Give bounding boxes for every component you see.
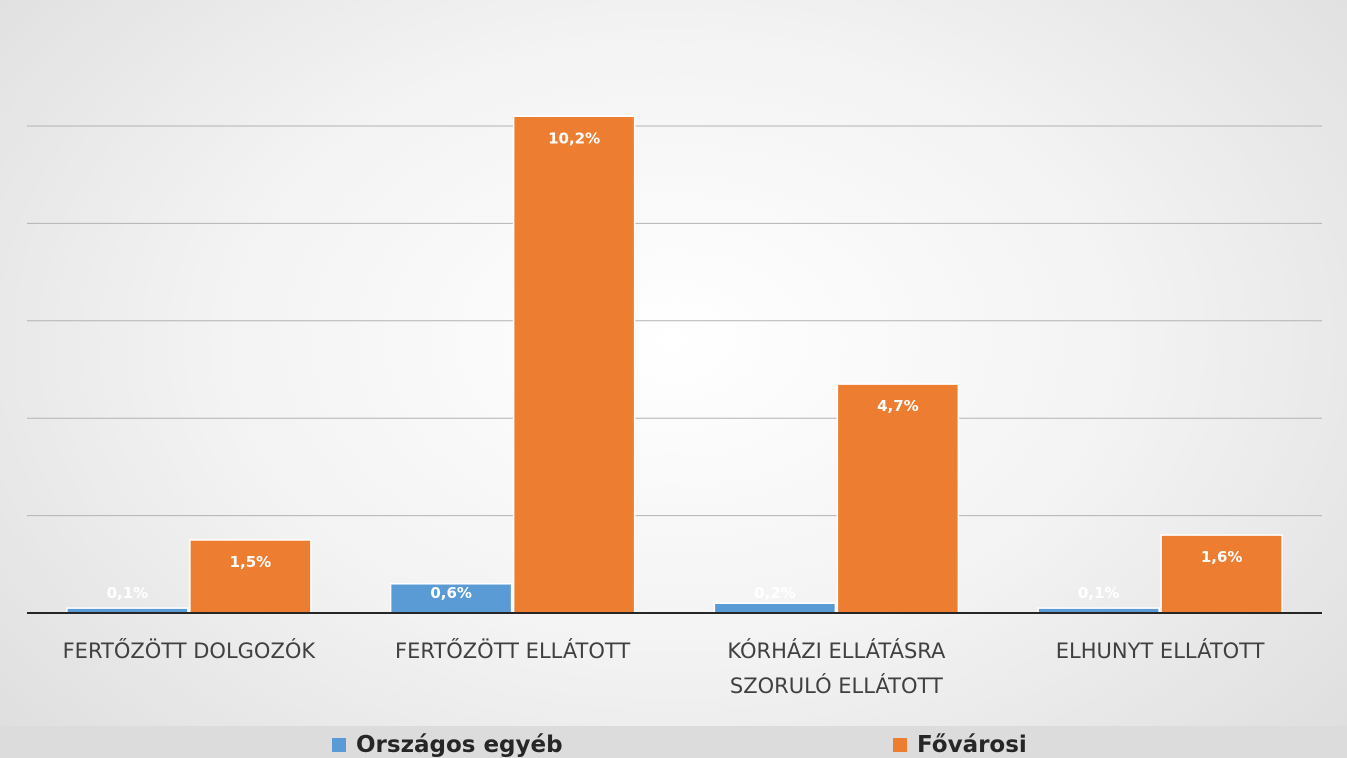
bar-chart: 0,1% 1,5% 0,6% 10,2% 0,2% 4,7% 0,1% 1,6% FERTŐZ… — [27, 115, 1322, 698]
data-label: 0,1% — [107, 584, 149, 602]
category-label: KÓRHÁZI ELLÁTÁSRA — [727, 638, 946, 663]
legend-item-fovarosi: Fővárosi — [893, 732, 1027, 758]
bar — [836, 383, 960, 614]
legend-item-orszagos: Országos egyéb — [332, 732, 563, 758]
bar — [512, 115, 636, 614]
bar — [1160, 534, 1283, 614]
legend-label: Fővárosi — [917, 732, 1027, 758]
legend-label: Országos egyéb — [356, 732, 563, 758]
legend-swatch-orange — [893, 738, 907, 752]
data-label: 10,2% — [548, 129, 600, 147]
bar — [389, 583, 513, 614]
category-label: FERTŐZÖTT DOLGOZÓK — [63, 638, 317, 663]
gridlines — [27, 125, 1322, 517]
data-label: 1,5% — [230, 553, 272, 571]
bar — [713, 602, 837, 614]
data-label: 0,1% — [1078, 584, 1120, 602]
data-label: 1,6% — [1201, 548, 1243, 566]
legend: Országos egyéb Fővárosi — [0, 726, 1347, 758]
bar — [189, 539, 312, 614]
category-labels: FERTŐZÖTT DOLGOZÓK FERTŐZÖTT ELLÁTOTT KÓRH… — [63, 638, 1265, 698]
category-label: FERTŐZÖTT ELLÁTOTT — [395, 638, 630, 663]
category-label: SZORULÓ ELLÁTOTT — [730, 673, 943, 698]
data-label: 4,7% — [877, 397, 919, 415]
category-label: ELHUNYT ELLÁTOTT — [1056, 638, 1265, 663]
legend-swatch-blue — [332, 738, 346, 752]
data-labels: 0,1% 1,5% 0,6% 10,2% 0,2% 4,7% 0,1% 1,6% — [107, 129, 1243, 602]
data-label: 0,2% — [754, 584, 796, 602]
bars — [66, 115, 1283, 614]
data-label: 0,6% — [430, 584, 472, 602]
